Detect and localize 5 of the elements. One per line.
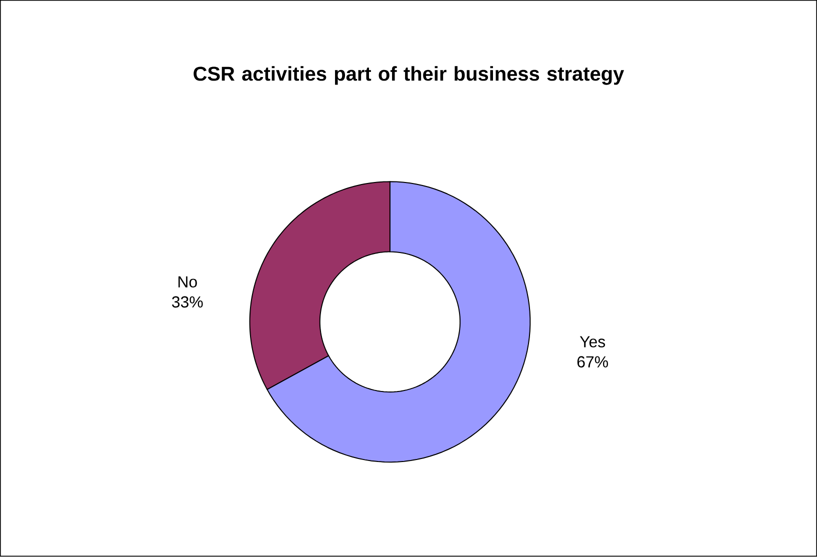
slice-label: Yes [580, 336, 606, 348]
chart-title: CSR activities part of their business strategy [194, 66, 624, 86]
data-label: 67% [577, 356, 608, 368]
data-label: 33% [172, 296, 203, 308]
slice-label: No [178, 276, 197, 288]
